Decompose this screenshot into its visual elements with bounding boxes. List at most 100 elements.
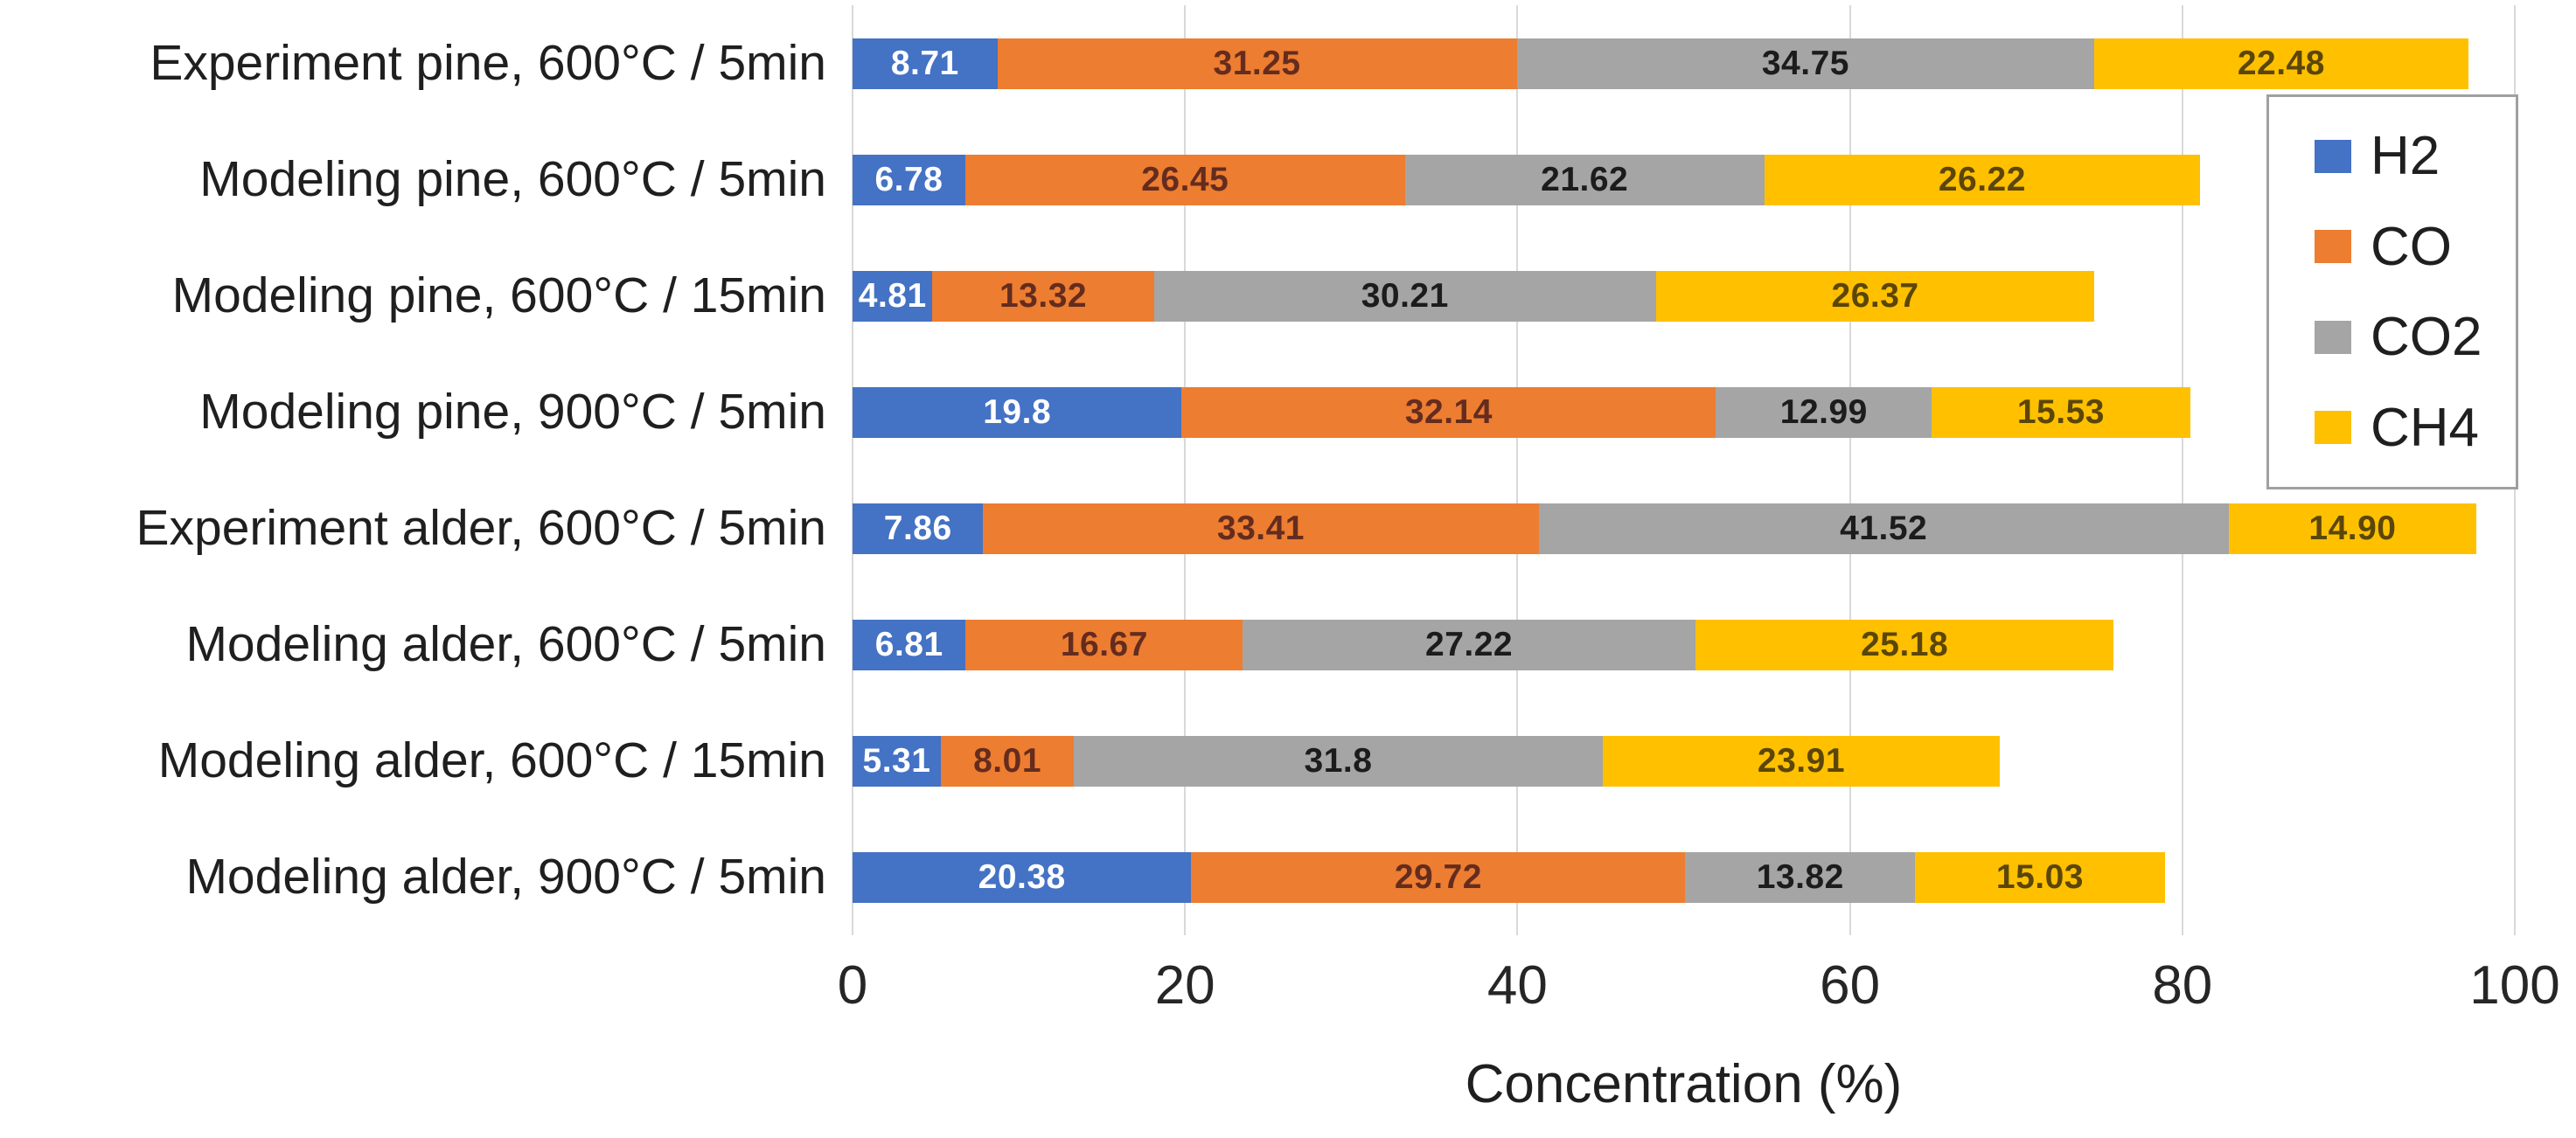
bar-segment-ch4: 15.53 (1932, 386, 2190, 438)
category-label: Modeling pine, 600°C / 15min (171, 267, 826, 323)
value-label: 20.38 (978, 857, 1066, 896)
value-label: 16.67 (1060, 625, 1148, 663)
value-label: 30.21 (1361, 276, 1449, 315)
x-tick-label: 20 (1154, 955, 1215, 1016)
bar-segment-h2: 4.81 (853, 270, 933, 322)
bar-segment-co: 16.67 (965, 619, 1243, 670)
bar-segment-h2: 8.71 (853, 38, 998, 89)
bar-track: 6.78 26.45 21.62 26.22 (853, 154, 2515, 205)
x-axis-title: Concentration (%) (1465, 1054, 1903, 1114)
legend-entry-co2: CO2 (2315, 306, 2516, 368)
value-label: 13.82 (1756, 857, 1844, 896)
x-tick-label: 100 (2469, 955, 2560, 1016)
legend-label-ch4: CH4 (2371, 397, 2480, 458)
bar-row: Modeling alder, 900°C / 5min 20.38 29.72 13… (0, 819, 2576, 935)
value-label: 19.8 (983, 392, 1052, 431)
legend-entry-ch4: CH4 (2315, 397, 2516, 459)
bar-row: Experiment pine, 600°C / 5min 8.71 31.25 34… (0, 5, 2576, 121)
value-label: 4.81 (858, 276, 927, 315)
bar-track: 6.81 16.67 27.22 25.18 (853, 619, 2515, 670)
category-label: Modeling pine, 600°C / 5min (199, 150, 826, 207)
legend-swatch-h2 (2315, 139, 2351, 173)
category-label: Modeling pine, 900°C / 5min (199, 383, 826, 440)
bar-track: 19.8 32.14 12.99 15.53 (853, 386, 2515, 438)
value-label: 26.45 (1141, 160, 1229, 198)
value-label: 26.22 (1938, 160, 2026, 198)
value-label: 32.14 (1404, 392, 1493, 431)
bar-segment-co2: 21.62 (1404, 154, 1765, 205)
bar-segment-co2: 31.8 (1074, 735, 1603, 787)
value-label: 23.91 (1757, 741, 1846, 780)
x-tick-label: 80 (2152, 955, 2213, 1016)
value-label: 27.22 (1425, 625, 1514, 663)
bar-row: Modeling alder, 600°C / 5min 6.81 16.67 27.… (0, 586, 2576, 703)
value-label: 25.18 (1861, 625, 1949, 663)
value-label: 29.72 (1394, 857, 1482, 896)
legend-label-co2: CO2 (2371, 307, 2482, 368)
value-label: 5.31 (862, 741, 931, 780)
bar-segment-co2: 30.21 (1153, 270, 1656, 322)
bar-row: Modeling pine, 600°C / 15min 4.81 13.32 30.… (0, 238, 2576, 354)
value-label: 8.01 (973, 741, 1042, 780)
bar-segment-ch4: 26.37 (1655, 270, 2095, 322)
value-label: 13.32 (999, 276, 1088, 315)
bar-segment-ch4: 23.91 (1602, 735, 2001, 787)
bar-segment-co2: 34.75 (1516, 38, 2095, 89)
bar-segment-ch4: 22.48 (2094, 38, 2468, 89)
legend-entry-h2: H2 (2315, 125, 2516, 187)
bar-segment-h2: 7.86 (853, 503, 984, 554)
bar-segment-co2: 13.82 (1685, 851, 1916, 903)
bar-segment-ch4: 15.03 (1915, 851, 2165, 903)
bar-segment-h2: 5.31 (853, 735, 941, 787)
value-label: 34.75 (1761, 44, 1849, 82)
value-label: 22.48 (2237, 44, 2325, 82)
bar-segment-co: 29.72 (1191, 851, 1686, 903)
bar-segment-h2: 6.78 (853, 154, 965, 205)
bar-segment-h2: 6.81 (853, 619, 966, 670)
legend-swatch-co2 (2315, 320, 2351, 354)
bar-track: 8.71 31.25 34.75 22.48 (853, 38, 2515, 89)
bar-segment-ch4: 25.18 (1695, 619, 2114, 670)
legend-entry-co: CO (2315, 216, 2516, 278)
bar-segment-h2: 19.8 (853, 386, 1182, 438)
bar-track: 7.86 33.41 41.52 14.90 (853, 503, 2515, 554)
value-label: 14.90 (2308, 509, 2397, 547)
value-label: 33.41 (1216, 509, 1305, 547)
x-tick-label: 0 (837, 955, 868, 1016)
bar-row: Modeling pine, 600°C / 5min 6.78 26.45 21.6… (0, 121, 2576, 238)
legend-swatch-ch4 (2315, 411, 2351, 445)
value-label: 6.78 (874, 160, 943, 198)
category-label: Modeling alder, 900°C / 5min (185, 848, 826, 905)
value-label: 15.03 (1995, 857, 2085, 896)
bar-segment-co: 33.41 (983, 503, 1539, 554)
bar-segment-ch4: 14.90 (2228, 503, 2477, 554)
value-label: 12.99 (1779, 392, 1868, 431)
bar-rows: Experiment pine, 600°C / 5min 8.71 31.25 34… (0, 5, 2576, 935)
category-label: Experiment pine, 600°C / 5min (150, 34, 826, 91)
bar-track: 4.81 13.32 30.21 26.37 (853, 270, 2515, 322)
x-tick-label: 60 (1820, 955, 1881, 1016)
bar-track: 20.38 29.72 13.82 15.03 (853, 851, 2515, 903)
x-tick-label: 40 (1486, 955, 1548, 1016)
bar-segment-co: 8.01 (940, 735, 1075, 787)
legend-swatch-co (2315, 230, 2351, 264)
bar-row: Modeling pine, 900°C / 5min 19.8 32.14 12.9… (0, 354, 2576, 470)
value-label: 31.25 (1213, 44, 1301, 82)
bar-segment-co2: 12.99 (1716, 386, 1932, 438)
value-label: 6.81 (874, 625, 943, 663)
value-label: 21.62 (1541, 160, 1629, 198)
legend-label-co: CO (2371, 216, 2452, 277)
legend: H2 CO CO2 CH4 (2266, 94, 2518, 489)
value-label: 7.86 (883, 509, 952, 547)
bar-row: Modeling alder, 600°C / 15min 5.31 8.01 31.… (0, 703, 2576, 819)
bar-segment-ch4: 26.22 (1764, 154, 2201, 205)
bar-row: Experiment alder, 600°C / 5min 7.86 33.41 4… (0, 470, 2576, 586)
bar-segment-co: 31.25 (997, 38, 1517, 89)
value-label: 15.53 (2016, 392, 2105, 431)
bar-segment-co2: 41.52 (1538, 503, 2229, 554)
bar-segment-co: 26.45 (964, 154, 1405, 205)
bar-segment-h2: 20.38 (853, 851, 1192, 903)
value-label: 31.8 (1304, 741, 1373, 780)
bar-segment-co: 13.32 (932, 270, 1154, 322)
